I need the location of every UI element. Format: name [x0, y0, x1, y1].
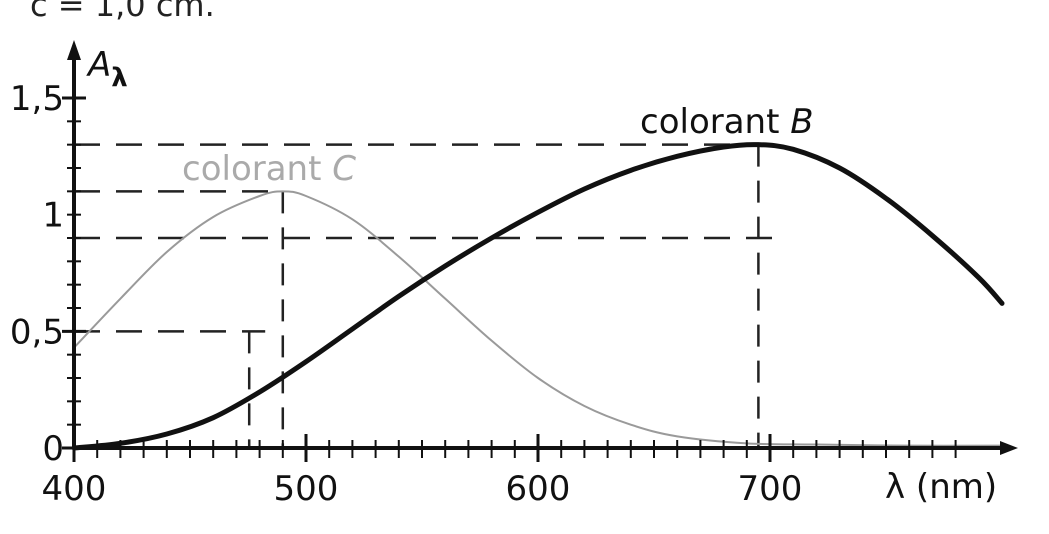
x-axis-arrow — [1000, 441, 1018, 455]
y-tick-label: 0 — [42, 429, 64, 469]
y-axis-arrow — [67, 40, 81, 60]
colorant-b-curve — [71, 142, 1005, 451]
y-tick-label: 1,5 — [10, 79, 64, 119]
x-tick-label: 700 — [738, 469, 803, 509]
x-tick-label: 400 — [42, 469, 107, 509]
axes — [67, 40, 1018, 455]
top-text: c = 1,0 cm. — [30, 0, 215, 24]
series-curves — [71, 142, 1005, 451]
x-tick-label: 500 — [274, 469, 339, 509]
labels: λ (nm) Aλ 400 500 600 700 0 0,5 1 1,5 colorant C… — [10, 45, 997, 509]
y-tick-label: 1 — [42, 196, 64, 236]
colorant-c-label: colorant C — [182, 149, 356, 189]
y-axis-title: Aλ — [86, 45, 128, 93]
x-axis-title: λ (nm) — [885, 467, 997, 507]
ticks — [62, 96, 957, 462]
colorant-b-label: colorant B — [640, 102, 814, 142]
colorant-c-curve — [73, 190, 1003, 447]
y-tick-label: 0,5 — [10, 312, 64, 352]
x-tick-label: 600 — [506, 469, 571, 509]
reference-lines — [74, 143, 779, 448]
